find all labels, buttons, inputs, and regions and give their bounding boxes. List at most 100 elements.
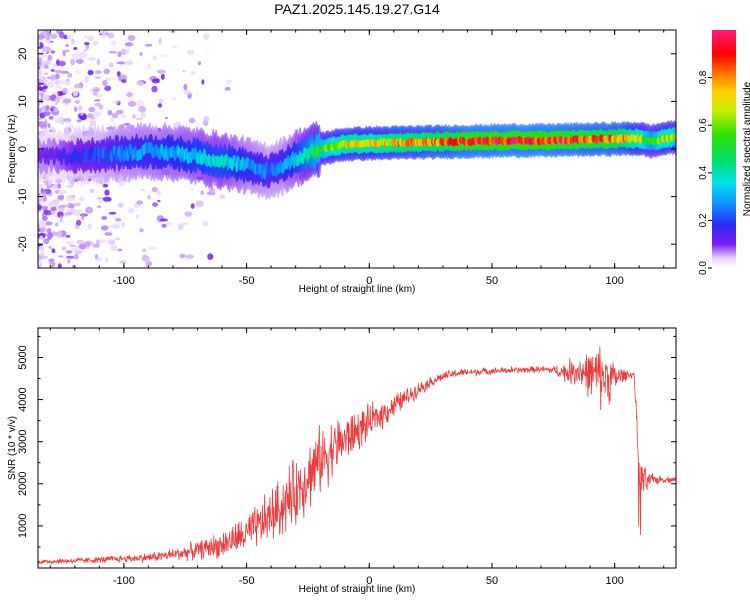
noise-blob [72,90,79,97]
noise-blob [38,35,41,38]
noise-blob [177,223,184,231]
y-tick-label: 5000 [17,345,29,369]
noise-blob [78,51,87,59]
y-tick-label: 0 [17,146,29,152]
noise-blob [38,100,41,108]
snr-y-axis-label: SNR (10 * v/v) [7,416,18,480]
noise-blob [120,48,127,55]
noise-blob [38,246,41,251]
noise-blob [104,232,113,236]
noise-blob [91,116,96,120]
noise-blob [208,187,216,195]
noise-blob [183,90,191,95]
noise-blob [51,249,56,254]
noise-blob [161,54,168,57]
noise-blob [62,49,71,53]
noise-blob [92,90,98,96]
x-tick-label: -100 [113,575,135,587]
noise-blob [110,40,117,46]
noise-blob [75,58,84,64]
noise-blob [39,235,44,240]
y-tick-label: 10 [17,95,29,107]
noise-blob [87,69,94,76]
noise-blob [140,112,146,118]
noise-blob [100,225,109,231]
noise-blob [87,35,94,42]
noise-blob [95,76,101,79]
noise-blob [161,223,167,228]
noise-blob [50,105,54,109]
noise-blob [54,85,63,88]
noise-blob [38,261,43,264]
noise-blob [112,100,118,103]
noise-blob [67,72,73,78]
snr-x-axis-label: Height of straight line (km) [299,584,416,595]
noise-blob [38,40,41,48]
colorbar-tick-label: 0.8 [698,70,709,84]
noise-blob [224,86,231,91]
noise-blob [135,214,140,219]
noise-blob [38,86,44,91]
noise-blob [107,32,115,39]
noise-blob [56,230,63,238]
noise-blob [69,244,77,247]
noise-blob [157,199,161,203]
noise-blob [41,215,48,221]
noise-blob [70,38,76,45]
noise-blob [127,207,135,214]
noise-blob [203,33,210,40]
noise-blob [73,253,79,260]
noise-blob [108,50,118,54]
x-tick-label: 100 [605,275,623,287]
noise-blob [107,239,116,245]
noise-blob [119,260,127,264]
noise-blob [86,113,94,119]
noise-blob [142,248,147,253]
noise-blob [54,69,63,74]
noise-blob [79,196,85,202]
noise-blob [111,112,119,119]
noise-blob [65,44,70,47]
noise-blob [172,44,178,49]
noise-blob [71,53,80,60]
noise-blob [50,69,55,72]
noise-blob [107,110,113,116]
noise-blob [64,211,74,216]
noise-blob [50,34,58,39]
noise-blob [104,258,109,263]
noise-blob [92,40,99,46]
noise-blob [120,74,128,81]
noise-blob [151,186,158,193]
noise-blob [83,35,88,38]
noise-blob [179,253,186,259]
noise-blob [164,116,169,120]
x-tick-label: 0 [366,275,372,287]
noise-blob [112,223,121,229]
noise-blob [44,221,53,226]
noise-blob [135,100,144,107]
colorbar-tick-label: 0.6 [698,118,709,132]
noise-blob [87,57,96,61]
y-tick-label: 20 [17,48,29,60]
noise-blob [59,220,63,223]
noise-blob [101,31,107,39]
noise-blob [65,255,75,259]
noise-blob [38,117,43,120]
noise-blob [46,210,52,216]
noise-blob [125,61,134,66]
noise-blob [46,31,52,37]
x-tick-label: 50 [486,275,498,287]
noise-blob [190,71,196,76]
noise-blob [151,78,160,84]
noise-blob [200,190,204,196]
noise-blob [73,202,81,206]
noise-blob [38,61,42,67]
noise-blob [42,85,48,90]
noise-blob [98,199,104,204]
noise-blob [65,194,75,202]
x-tick-label: 0 [366,575,372,587]
y-tick-label: 1000 [17,514,29,538]
noise-blob [89,188,94,193]
noise-blob [87,223,92,230]
